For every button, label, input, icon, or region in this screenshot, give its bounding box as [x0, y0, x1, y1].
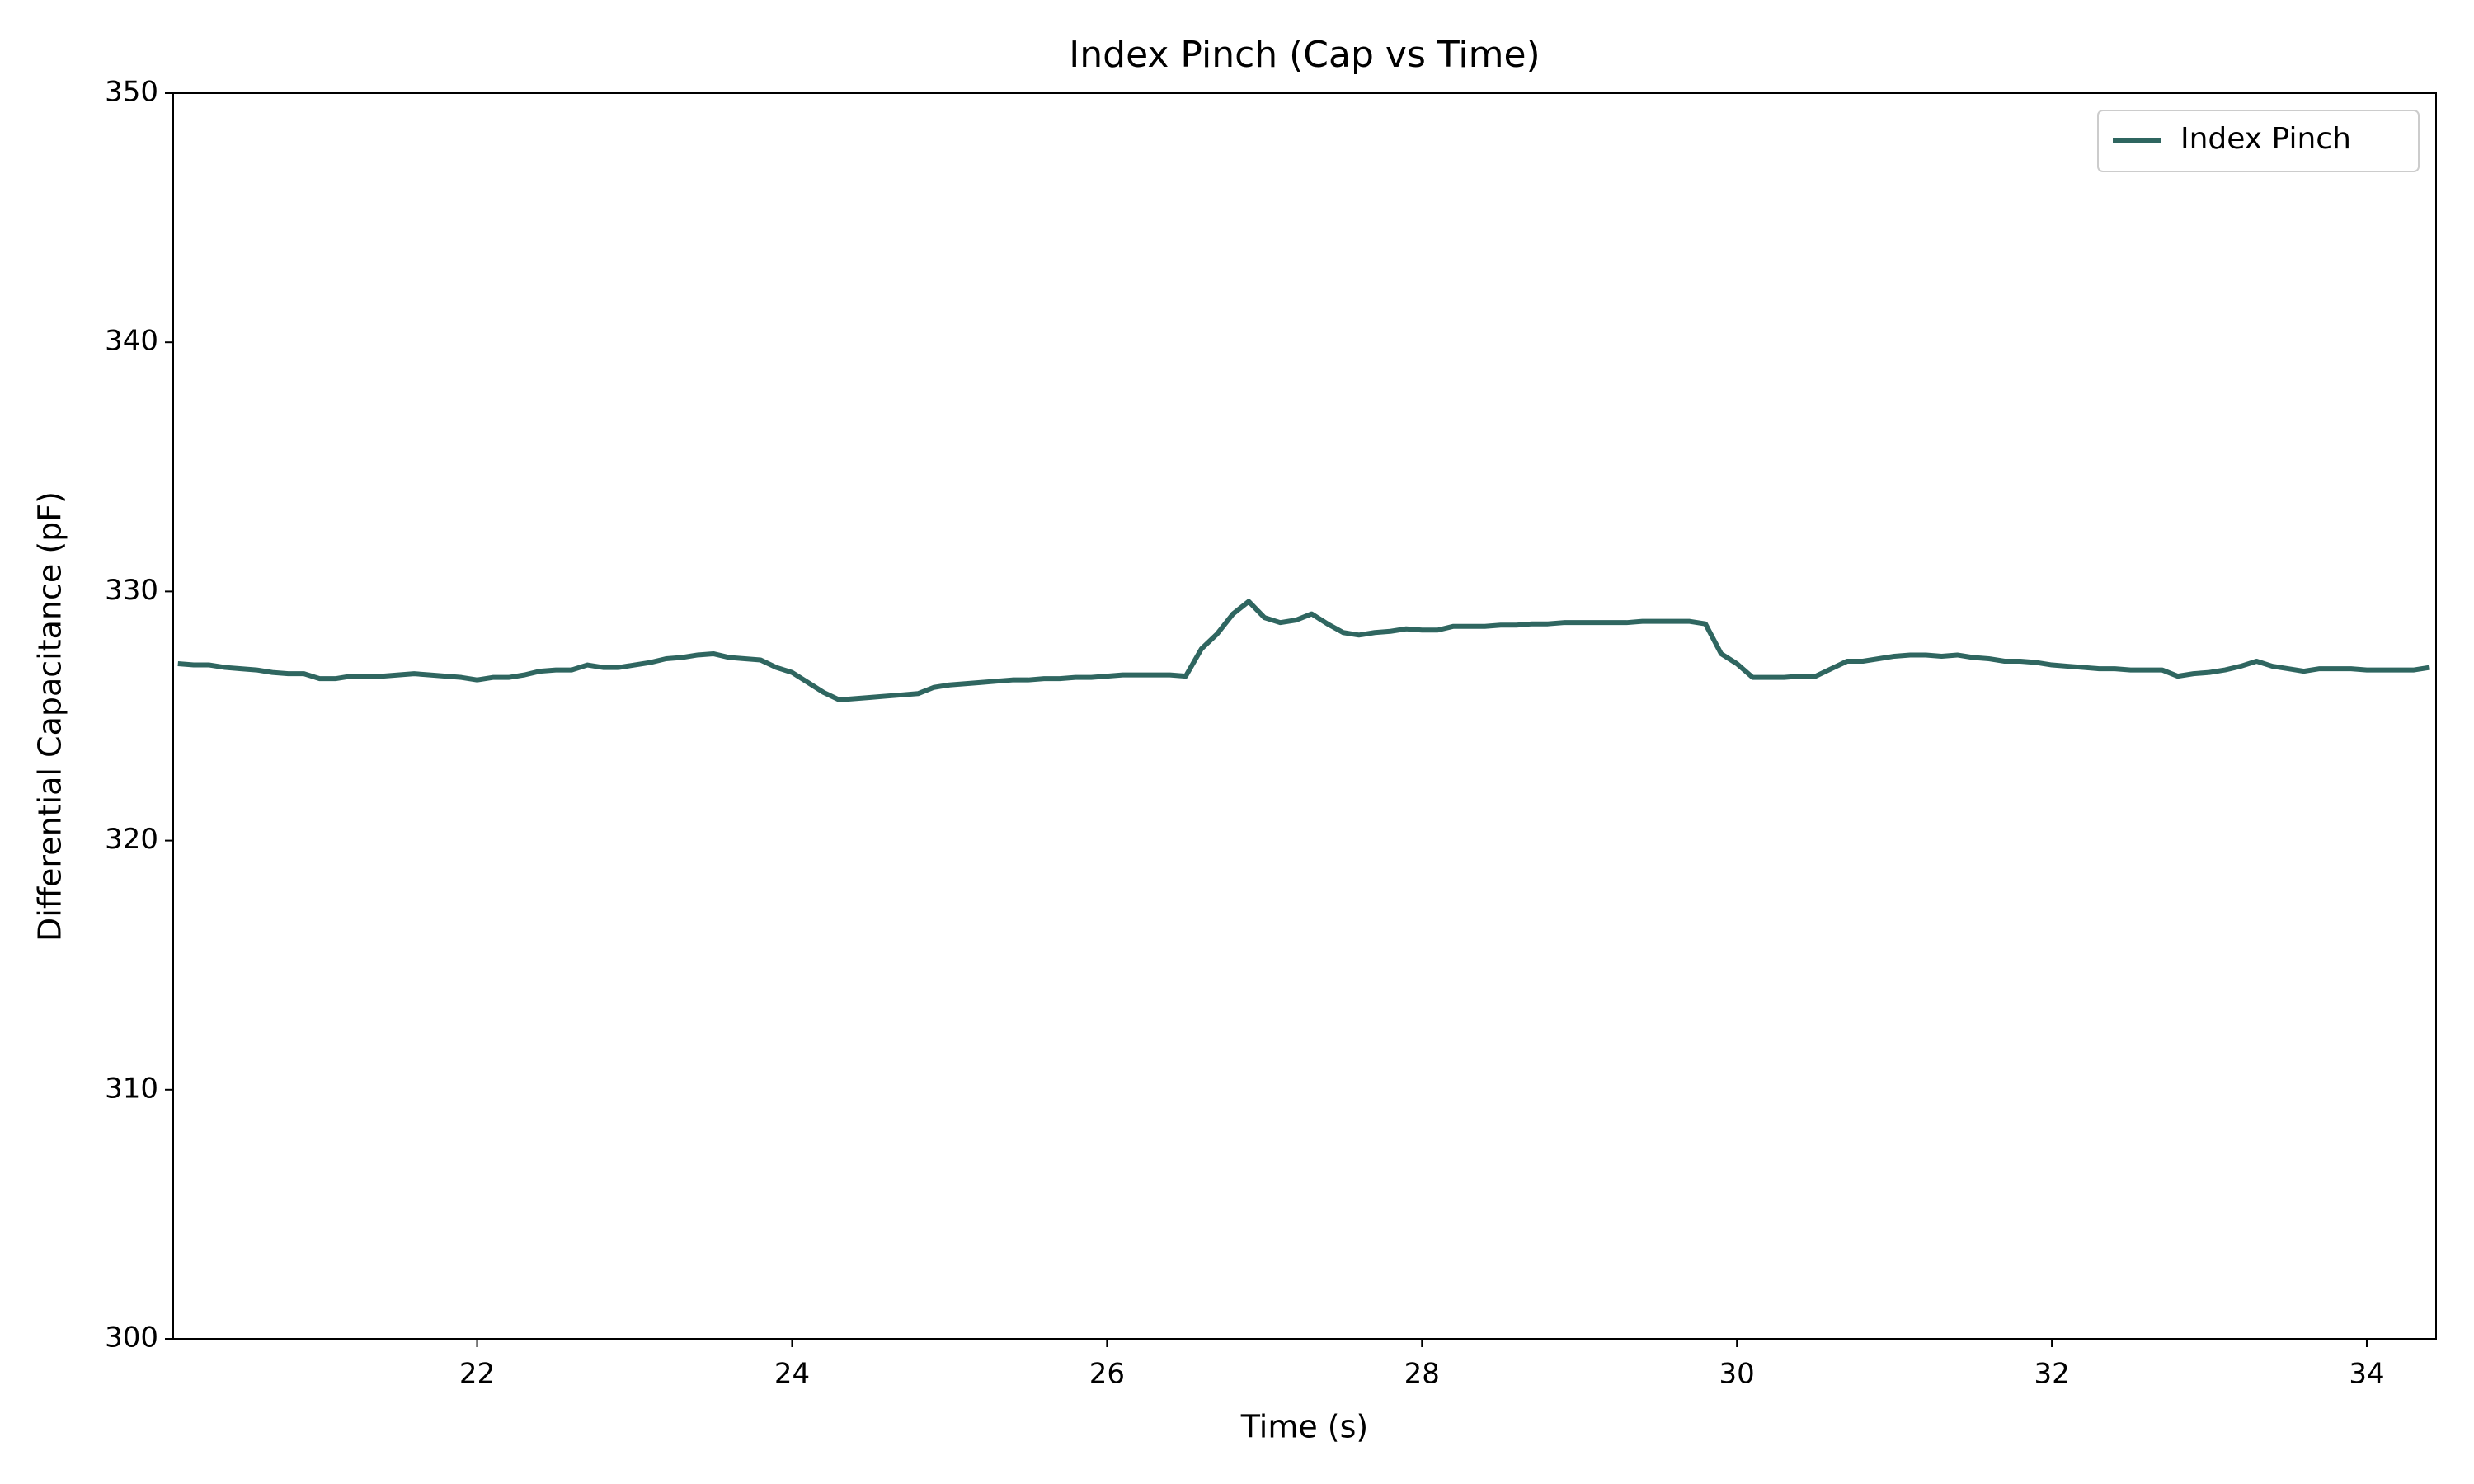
y-tick-label: 320 [105, 823, 158, 856]
x-axis-label: Time (s) [1240, 1409, 1369, 1445]
data-line [177, 599, 2430, 702]
x-tick-label: 32 [2034, 1358, 2069, 1391]
y-tick-label: 340 [105, 325, 158, 358]
y-tick-label: 310 [105, 1072, 158, 1105]
x-tick-label: 24 [774, 1358, 810, 1391]
y-axis-label: Differential Capacitance (pF) [32, 491, 68, 942]
x-tick-label: 34 [2349, 1358, 2384, 1391]
y-tick-label: 300 [105, 1322, 158, 1355]
y-tick-label: 350 [105, 76, 158, 109]
legend-label: Index Pinch [2180, 122, 2351, 156]
x-tick-label: 30 [1719, 1358, 1755, 1391]
legend-box [2097, 110, 2420, 172]
y-tick-label: 330 [105, 574, 158, 607]
plot-frame [172, 92, 2437, 1340]
x-tick-label: 22 [459, 1358, 495, 1391]
x-tick-label: 28 [1404, 1358, 1440, 1391]
chart-title: Index Pinch (Cap vs Time) [1069, 34, 1540, 76]
x-tick-label: 26 [1089, 1358, 1125, 1391]
